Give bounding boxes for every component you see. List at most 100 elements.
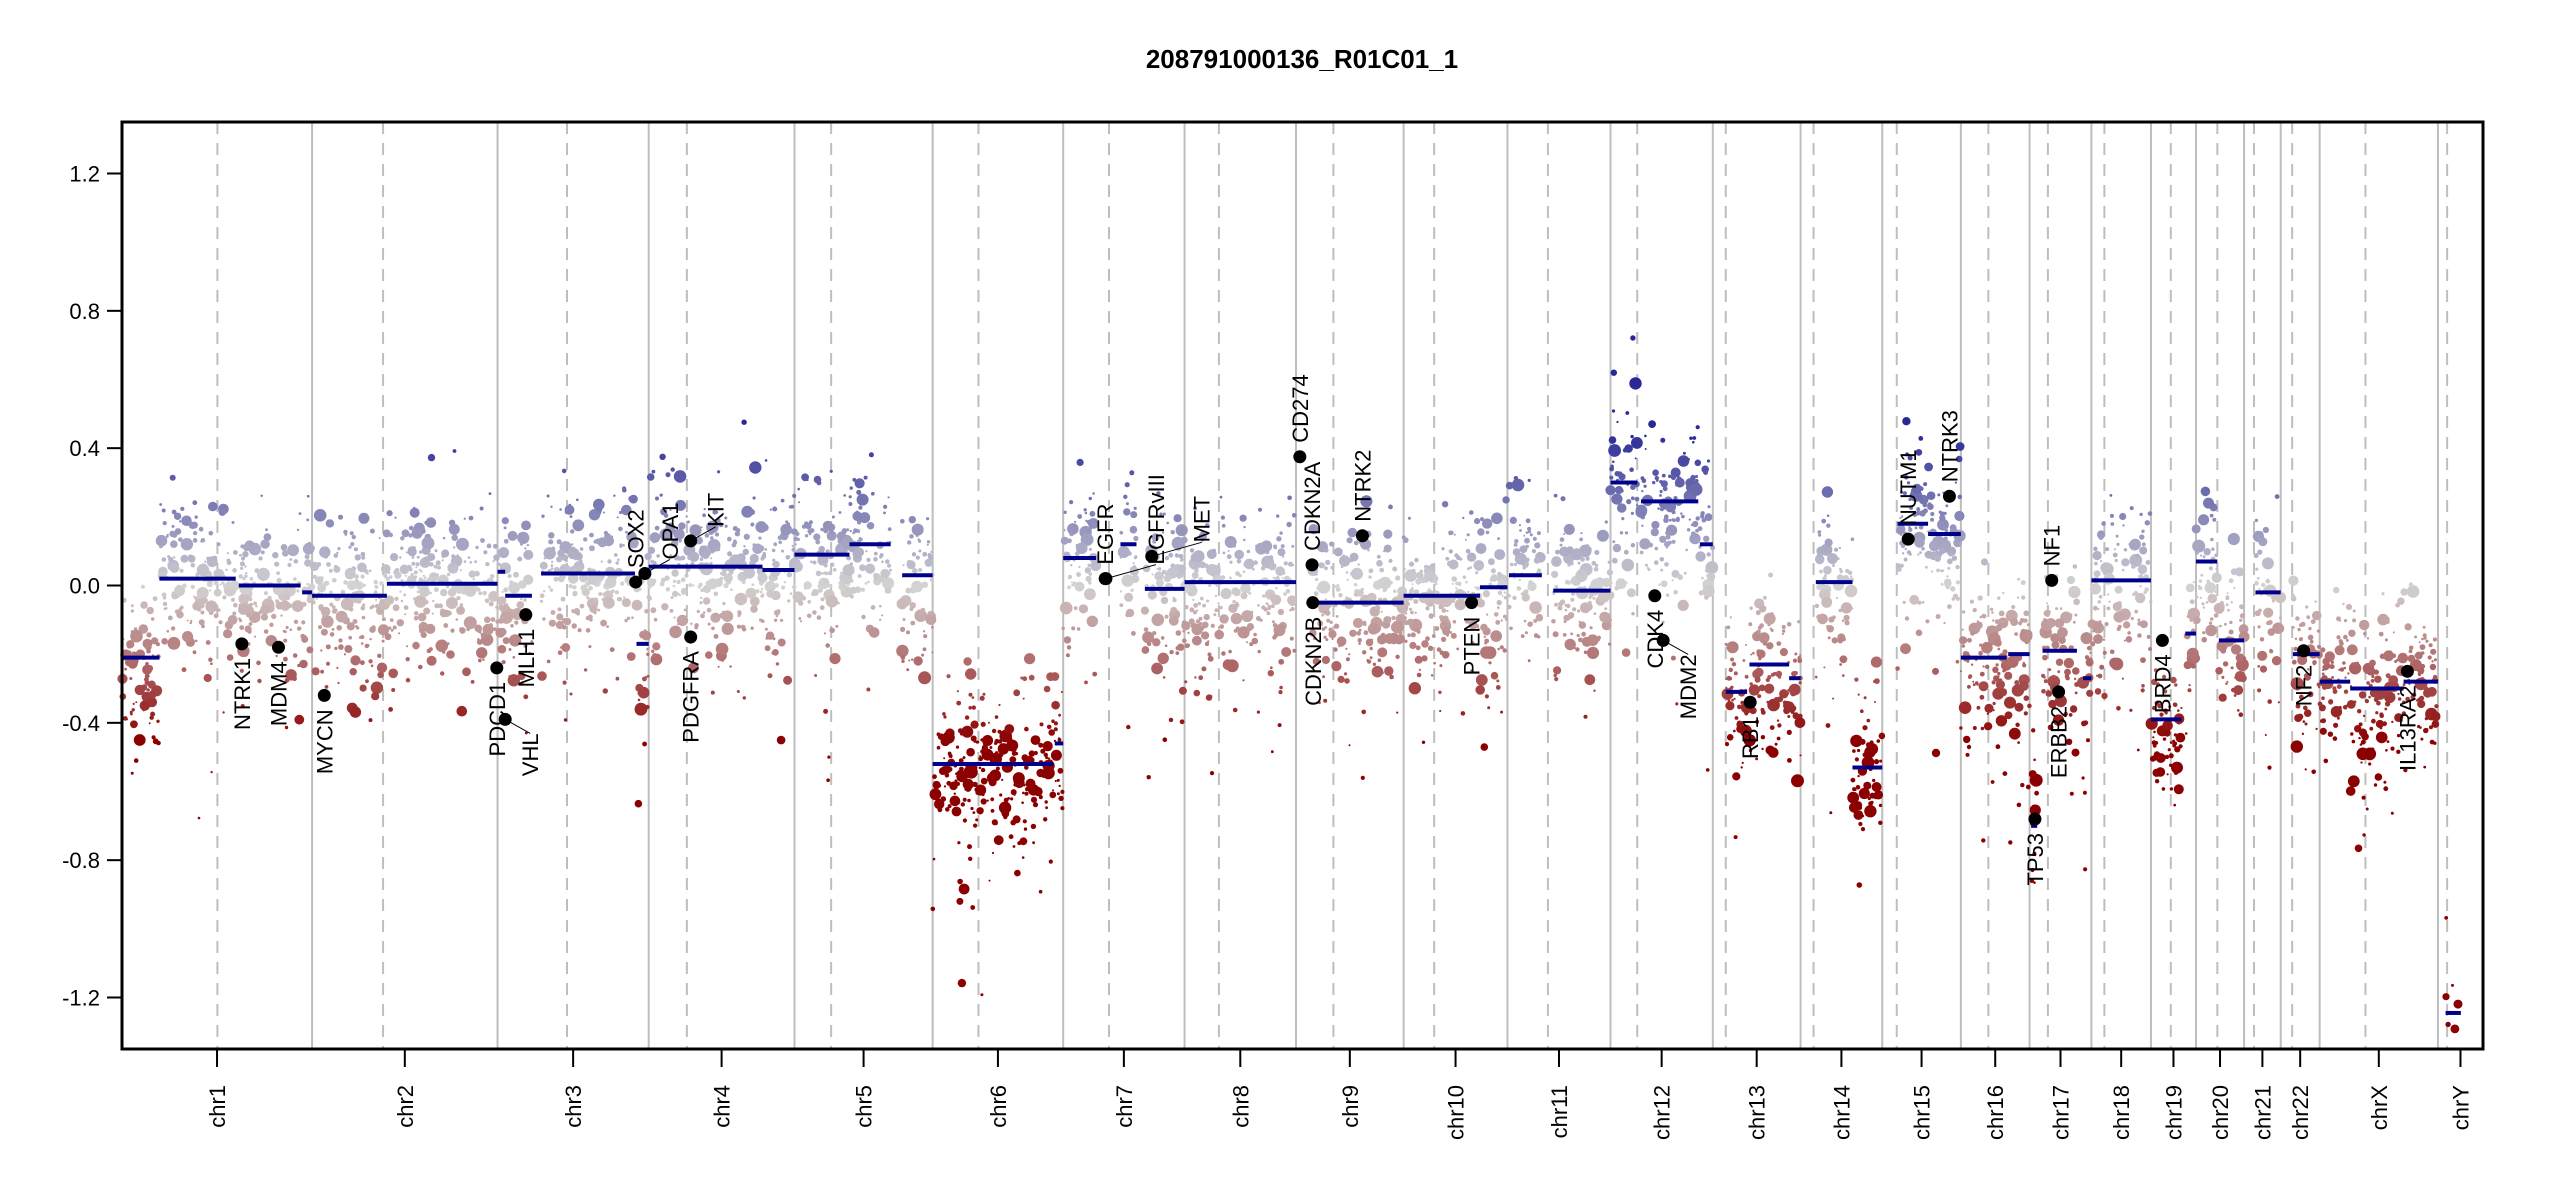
probe-point bbox=[1951, 555, 1958, 561]
probe-point bbox=[1972, 680, 1975, 683]
probe-point bbox=[1529, 601, 1542, 614]
probe-point bbox=[276, 571, 280, 575]
probe-point bbox=[1509, 516, 1517, 525]
probe-point bbox=[624, 618, 628, 623]
probe-point bbox=[1671, 569, 1680, 578]
probe-point bbox=[1060, 536, 1069, 545]
probe-point bbox=[1585, 556, 1590, 561]
probe-point bbox=[1788, 683, 1801, 696]
probe-point bbox=[975, 790, 980, 795]
probe-point bbox=[1665, 534, 1671, 540]
probe-point bbox=[2162, 674, 2167, 680]
probe-point bbox=[338, 514, 343, 520]
probe-point bbox=[1349, 552, 1359, 562]
probe-point bbox=[641, 630, 652, 641]
probe-point bbox=[662, 519, 666, 523]
probe-point bbox=[564, 505, 575, 515]
probe-point bbox=[2125, 636, 2133, 643]
probe-point bbox=[275, 654, 278, 658]
probe-point bbox=[126, 640, 135, 649]
probe-point bbox=[1092, 492, 1095, 495]
probe-point bbox=[2172, 739, 2176, 743]
probe-point bbox=[1117, 546, 1130, 558]
probe-point bbox=[909, 534, 914, 539]
probe-point bbox=[798, 501, 800, 504]
probe-point bbox=[2374, 675, 2382, 683]
probe-point bbox=[1497, 590, 1503, 596]
gene-label: VHL bbox=[518, 733, 543, 776]
probe-point bbox=[1839, 663, 1842, 666]
probe-point bbox=[958, 883, 970, 895]
probe-point bbox=[915, 555, 920, 560]
probe-point bbox=[2384, 735, 2388, 739]
probe-point bbox=[304, 554, 310, 560]
probe-point bbox=[1193, 603, 1198, 608]
probe-point bbox=[910, 620, 916, 626]
probe-point bbox=[1588, 600, 1592, 605]
probe-point bbox=[1124, 592, 1134, 602]
probe-point bbox=[2161, 787, 2166, 791]
probe-point bbox=[997, 743, 1010, 755]
probe-point bbox=[1474, 586, 1477, 589]
probe-point bbox=[1681, 514, 1685, 519]
probe-point bbox=[1562, 633, 1567, 637]
probe-point bbox=[2346, 639, 2349, 642]
probe-point bbox=[1239, 514, 1247, 522]
probe-point bbox=[2230, 601, 2233, 604]
probe-point bbox=[1131, 514, 1135, 518]
probe-point bbox=[829, 469, 833, 473]
probe-point bbox=[793, 555, 797, 560]
probe-point bbox=[1490, 630, 1502, 642]
probe-point bbox=[299, 659, 308, 669]
probe-point bbox=[1452, 620, 1457, 624]
probe-point bbox=[931, 651, 934, 654]
probe-point bbox=[1221, 523, 1226, 528]
gene-leader-line bbox=[1105, 564, 1157, 580]
probe-point bbox=[2398, 697, 2402, 701]
probe-point bbox=[626, 616, 631, 620]
probe-point bbox=[1489, 577, 1494, 582]
probe-point bbox=[343, 529, 348, 535]
probe-point bbox=[2214, 553, 2219, 558]
probe-point bbox=[1900, 490, 1904, 494]
probe-point bbox=[651, 649, 655, 653]
probe-point bbox=[217, 542, 221, 547]
probe-point bbox=[2382, 721, 2388, 727]
probe-point bbox=[1519, 529, 1522, 532]
probe-point bbox=[1203, 563, 1209, 568]
probe-point bbox=[488, 623, 493, 628]
probe-point bbox=[2062, 629, 2067, 634]
probe-point bbox=[673, 616, 676, 619]
probe-point bbox=[1181, 621, 1191, 631]
probe-point bbox=[205, 600, 218, 613]
probe-point bbox=[1255, 616, 1261, 621]
probe-point bbox=[1626, 588, 1636, 598]
probe-point bbox=[1357, 563, 1360, 566]
probe-point bbox=[349, 706, 362, 718]
probe-point bbox=[2018, 681, 2029, 691]
probe-point bbox=[2048, 699, 2057, 709]
probe-point bbox=[1975, 621, 1983, 629]
probe-point bbox=[478, 591, 483, 596]
probe-point bbox=[717, 665, 720, 668]
probe-point bbox=[519, 542, 524, 546]
probe-point bbox=[1774, 742, 1778, 746]
probe-point bbox=[455, 618, 459, 621]
probe-point bbox=[1126, 502, 1129, 506]
probe-point bbox=[1132, 565, 1137, 570]
probe-point bbox=[260, 604, 271, 615]
probe-point bbox=[2267, 628, 2276, 636]
probe-point bbox=[1009, 756, 1017, 763]
probe-point bbox=[2224, 622, 2227, 626]
probe-point bbox=[1756, 629, 1761, 634]
probe-point bbox=[1342, 643, 1344, 646]
probe-point bbox=[274, 561, 280, 567]
probe-point bbox=[201, 624, 205, 629]
probe-point bbox=[1897, 567, 1902, 572]
probe-point bbox=[1063, 636, 1072, 644]
probe-point bbox=[289, 628, 293, 631]
probe-point bbox=[2294, 637, 2298, 640]
probe-point bbox=[1447, 560, 1453, 567]
probe-point bbox=[1668, 518, 1672, 522]
probe-point bbox=[1467, 567, 1470, 571]
